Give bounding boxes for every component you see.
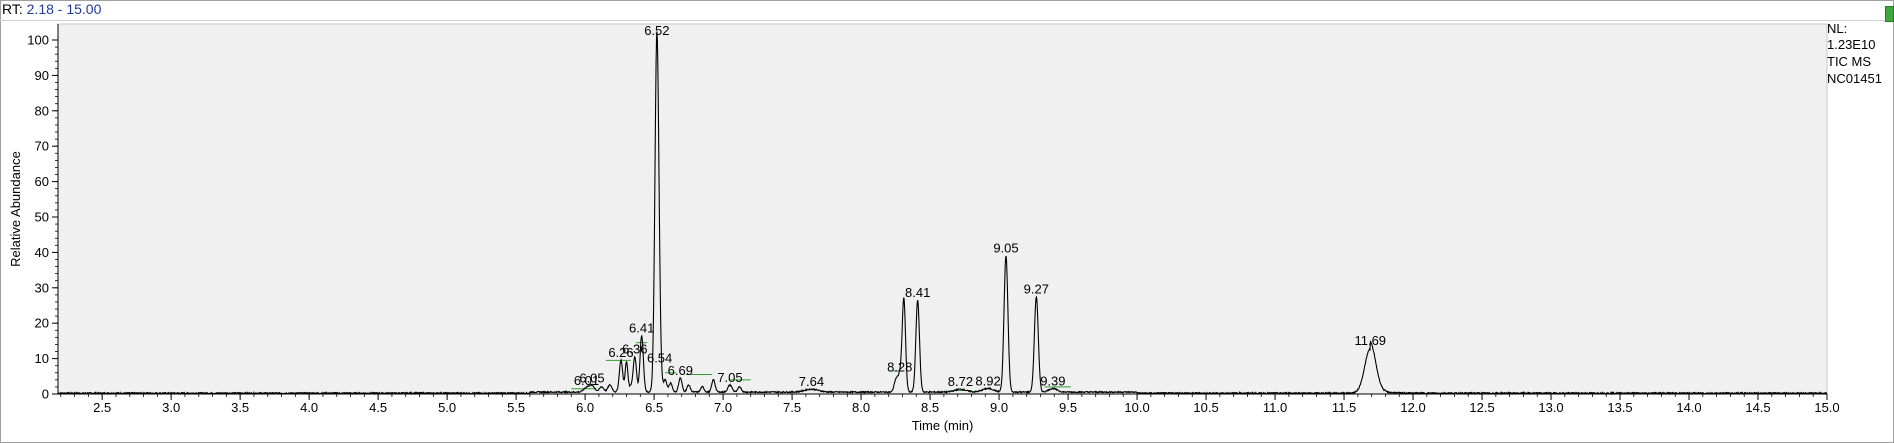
- x-tick-label: 14.5: [1745, 400, 1770, 415]
- rt-label: RT:: [2, 1, 23, 17]
- x-tick-label: 8.5: [921, 400, 939, 415]
- peak-label: 8.41: [905, 285, 930, 300]
- peak-label: 8.72: [948, 374, 973, 389]
- x-tick-label: 14.0: [1676, 400, 1701, 415]
- y-tick-label: 40: [35, 245, 49, 260]
- peak-label: 7.05: [717, 370, 742, 385]
- x-tick-label: 9.5: [1059, 400, 1077, 415]
- y-tick-label: 50: [35, 210, 49, 225]
- x-tick-label: 7.5: [783, 400, 801, 415]
- peak-label: 9.05: [993, 241, 1018, 256]
- x-tick-label: 4.0: [300, 400, 318, 415]
- plot-area: [57, 23, 1828, 395]
- peak-label: 6.41: [629, 320, 654, 335]
- y-tick-label: 90: [35, 68, 49, 83]
- x-tick-label: 11.0: [1263, 400, 1287, 415]
- x-tick-label: 13.0: [1538, 400, 1563, 415]
- x-tick-label: 7.0: [714, 400, 732, 415]
- x-tick-label: 13.5: [1607, 400, 1632, 415]
- peak-label: 8.92: [975, 373, 1000, 388]
- y-tick-label: 70: [35, 139, 49, 154]
- x-tick-label: 2.5: [93, 400, 111, 415]
- peak-label: 8.28: [887, 359, 912, 374]
- x-tick-label: 5.0: [438, 400, 456, 415]
- x-tick-label: 3.0: [162, 400, 180, 415]
- peak-labels: 6.016.05 6.266.36 6.41 6.52 6.546.69 7.05 7.64…: [574, 23, 1386, 389]
- peak-label: 6.54: [647, 350, 672, 365]
- y-tick-label: 100: [27, 33, 49, 48]
- peak-label: 6.69: [668, 363, 693, 378]
- x-tick-label: 9.0: [990, 400, 1008, 415]
- y-tick-label: 0: [42, 387, 49, 402]
- x-tick-label: 4.5: [369, 400, 387, 415]
- y-axis-label: Relative Abundance: [8, 151, 23, 267]
- peak-label: 6.36: [622, 342, 647, 357]
- y-tick-label: 20: [35, 316, 49, 331]
- y-tick-label: 60: [35, 174, 49, 189]
- x-tick-label: 6.0: [576, 400, 594, 415]
- x-tick-label: 12.0: [1400, 400, 1425, 415]
- header-divider: [0, 20, 1892, 21]
- x-tick-label: 12.5: [1469, 400, 1494, 415]
- peak-label: 9.39: [1040, 373, 1065, 388]
- x-tick-label: 10.0: [1124, 400, 1149, 415]
- x-tick-label: 15.0: [1814, 400, 1839, 415]
- peak-label: 6.05: [579, 371, 604, 386]
- nl-label: NL:: [1827, 21, 1848, 36]
- nl-value: 1.23E10: [1827, 37, 1876, 52]
- peak-label: 6.26: [608, 345, 633, 360]
- peak-label: 7.64: [799, 374, 824, 389]
- sample-name: NC01451: [1827, 71, 1882, 86]
- x-tick-label: 5.5: [507, 400, 525, 415]
- y-tick-label: 10: [35, 351, 49, 366]
- rt-range-readout: RT: 2.18 - 15.00: [2, 1, 101, 17]
- y-tick-label: 30: [35, 280, 49, 295]
- x-tick-label: 3.5: [231, 400, 249, 415]
- scan-type: TIC MS: [1827, 54, 1872, 69]
- peak-label: 11.69: [1354, 333, 1386, 348]
- x-tick-label: 10.5: [1193, 400, 1218, 415]
- x-axis-label: Time (min): [912, 418, 974, 433]
- peak-label: 6.01: [574, 373, 599, 388]
- peak-label: 6.52: [644, 23, 669, 38]
- x-tick-label: 11.5: [1332, 400, 1356, 415]
- tic-trace: [57, 31, 1828, 396]
- peak-label: 9.27: [1024, 281, 1049, 296]
- x-tick-label: 6.5: [645, 400, 663, 415]
- rt-range-value: 2.18 - 15.00: [26, 1, 102, 17]
- x-tick-label: 8.0: [852, 400, 870, 415]
- y-tick-label: 80: [35, 103, 49, 118]
- x-ticks: 2.5 3.0 3.5 4.0 4.5 5.0 5.5 6.0 6.5 7.0 7.5 8.0 8.5 9…: [60, 394, 1840, 415]
- integration-baselines: [571, 342, 1071, 391]
- y-ticks: 0 10 20 30 40 50 60 70 80 90 100: [27, 33, 58, 402]
